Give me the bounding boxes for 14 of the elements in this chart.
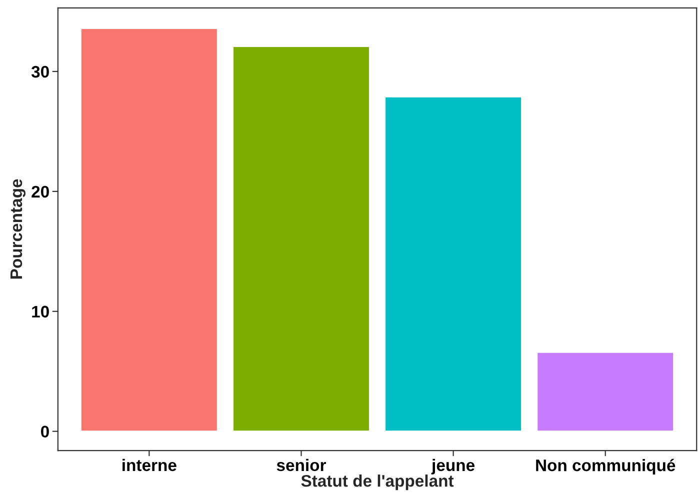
bar <box>536 351 674 432</box>
x-tick-label: jeune <box>431 458 474 474</box>
x-axis-title: Statut de l'appelant <box>301 474 454 490</box>
y-tick-label: 10 <box>32 306 49 318</box>
y-axis-title: Pourcentage <box>10 179 26 279</box>
x-tick-label: Non communiqué <box>536 458 676 475</box>
bar <box>384 96 522 432</box>
bar <box>232 46 370 432</box>
y-tick-label: 20 <box>32 186 49 198</box>
y-tick-label: 0 <box>40 426 49 438</box>
y-tick-label: 30 <box>31 66 49 78</box>
x-tick-label: interne <box>122 458 176 472</box>
bar <box>80 28 218 432</box>
x-tick-label: senior <box>276 458 326 472</box>
